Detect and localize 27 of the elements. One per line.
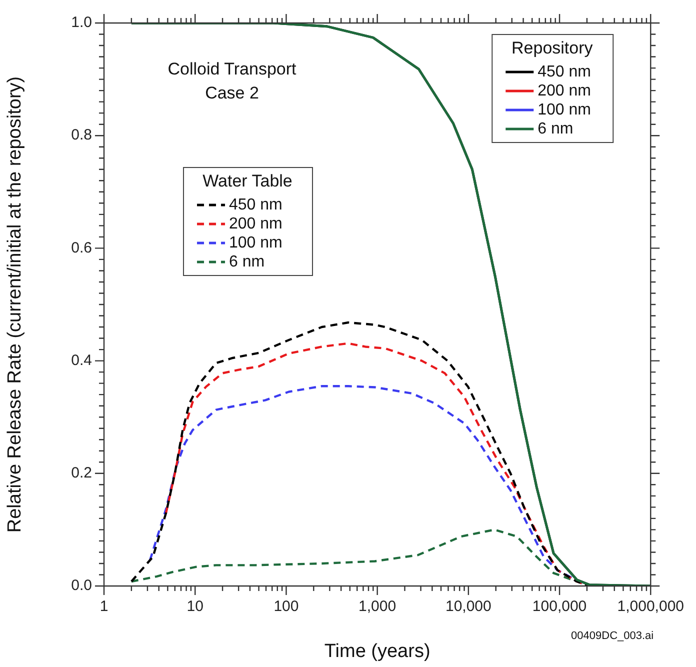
legend-label: 200 nm [538, 82, 592, 100]
text: 00409DC_003.ai [571, 630, 654, 642]
y-tick-label: 0.6 [71, 239, 92, 256]
y-tick-label: 0.8 [71, 126, 92, 144]
x-tick-label: 10,000 [445, 598, 492, 616]
y-axis-title: Relative Release Rate (current/initial at the repository) [4, 76, 26, 533]
x-tick-label: 1 [100, 598, 108, 616]
x-tick-label: 100 [274, 598, 299, 616]
y-tick-label: 1.0 [71, 14, 92, 32]
x-tick-label: 1,000,000 [617, 598, 684, 616]
annotation: Colloid Transport Case 2 [168, 60, 297, 103]
legend-label: 450 nm [538, 63, 592, 80]
y-tick-label: 0.4 [71, 352, 92, 369]
x-tick-label: 10 [186, 598, 204, 616]
x-tick-label: 100,000 [532, 598, 587, 616]
y-tick-label: 0.2 [71, 464, 92, 482]
x-axis-title: Time (years) [324, 640, 430, 662]
legend-label: 6 nm [538, 120, 574, 138]
legend-title: Repository [512, 38, 594, 58]
legend-label: 100 nm [229, 234, 282, 252]
legend-label: 100 nm [538, 101, 592, 118]
legend-label: 450 nm [229, 196, 282, 214]
annotation: Water Table [202, 172, 292, 191]
legend-label: 6 nm [229, 253, 265, 270]
legend-label: 200 nm [229, 215, 282, 232]
x-tick-label: 1,000 [358, 598, 396, 616]
y-tick-label: 0.0 [71, 577, 92, 594]
